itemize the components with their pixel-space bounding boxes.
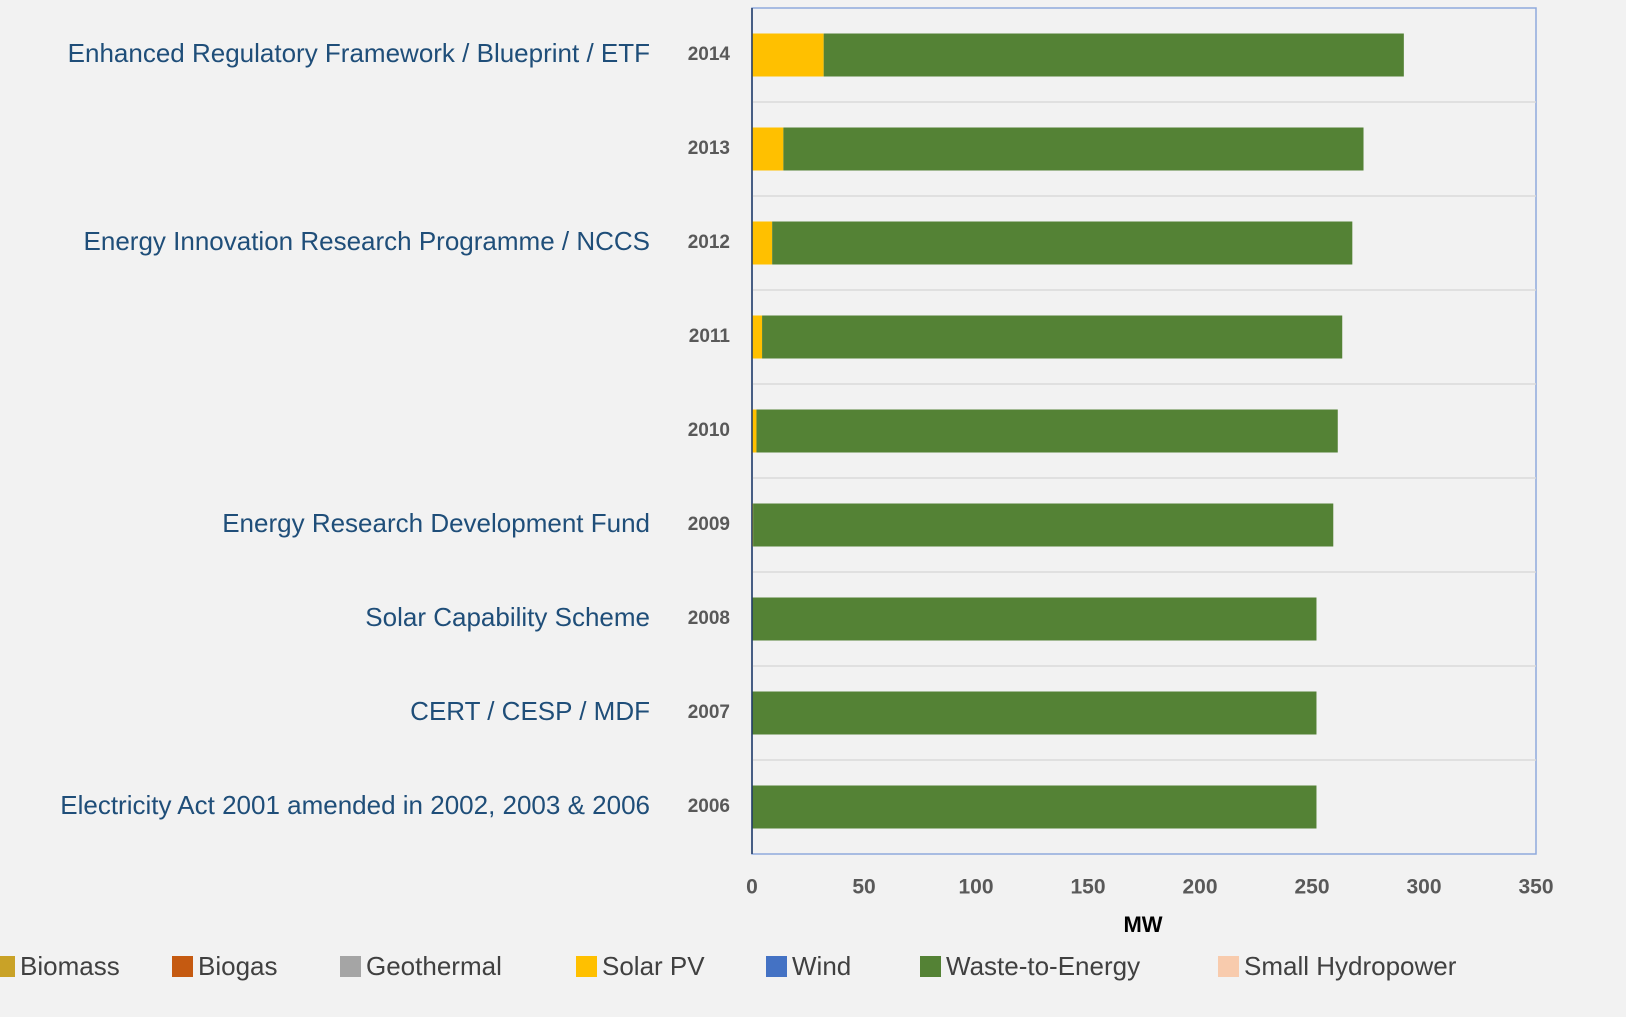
bar-segment [752,127,784,171]
x-tick-label: 100 [958,876,993,899]
bar-segment [752,409,757,453]
annotation: Energy Research Development Fund [222,508,650,538]
bar-segment [752,785,1317,829]
legend-swatch [576,956,597,977]
legend-label: Wind [792,951,851,981]
bar-segment [772,221,1353,265]
x-tick-label: 50 [852,876,875,899]
y-tick-label: 2013 [688,138,730,159]
legend-label: Biogas [198,951,278,981]
legend-swatch [0,956,15,977]
bar-segment [756,409,1338,453]
y-tick-label: 2007 [688,702,730,723]
legend-swatch [920,956,941,977]
x-tick-label: 200 [1182,876,1217,899]
y-tick-label: 2006 [688,796,730,817]
y-tick-label: 2009 [688,514,730,535]
legend-swatch [340,956,361,977]
legend-label: Small Hydropower [1244,951,1457,981]
x-tick-label: 350 [1518,876,1553,899]
legend-label: Waste-to-Energy [946,951,1140,981]
annotation: Energy Innovation Research Programme / N… [84,226,650,256]
bar-segment [752,315,763,359]
y-tick-label: 2011 [689,326,731,347]
legend-label: Geothermal [366,951,502,981]
y-tick-label: 2014 [688,44,731,65]
legend-swatch [1218,956,1239,977]
bar-segment [752,597,1317,641]
annotation: Solar Capability Scheme [365,602,650,632]
legend-label: Biomass [20,951,120,981]
x-tick-label: 150 [1070,876,1105,899]
bar-segment [762,315,1343,359]
x-tick-label: 0 [746,876,758,899]
y-tick-label: 2010 [688,420,730,441]
y-tick-label: 2012 [688,232,730,253]
x-tick-label: 300 [1406,876,1441,899]
annotation: Electricity Act 2001 amended in 2002, 20… [60,790,650,820]
annotation: Enhanced Regulatory Framework / Blueprin… [68,38,650,68]
x-axis-label: MW [1123,912,1162,937]
legend-label: Solar PV [602,951,705,981]
legend-swatch [172,956,193,977]
bar-segment [783,127,1364,171]
x-tick-label: 250 [1294,876,1329,899]
bar-segment [752,33,824,77]
legend-swatch [766,956,787,977]
bar-segment [753,503,1334,547]
bar-segment [823,33,1404,77]
annotation: CERT / CESP / MDF [410,696,650,726]
bar-segment [752,691,1317,735]
y-tick-label: 2008 [688,608,730,629]
bar-segment [752,221,773,265]
